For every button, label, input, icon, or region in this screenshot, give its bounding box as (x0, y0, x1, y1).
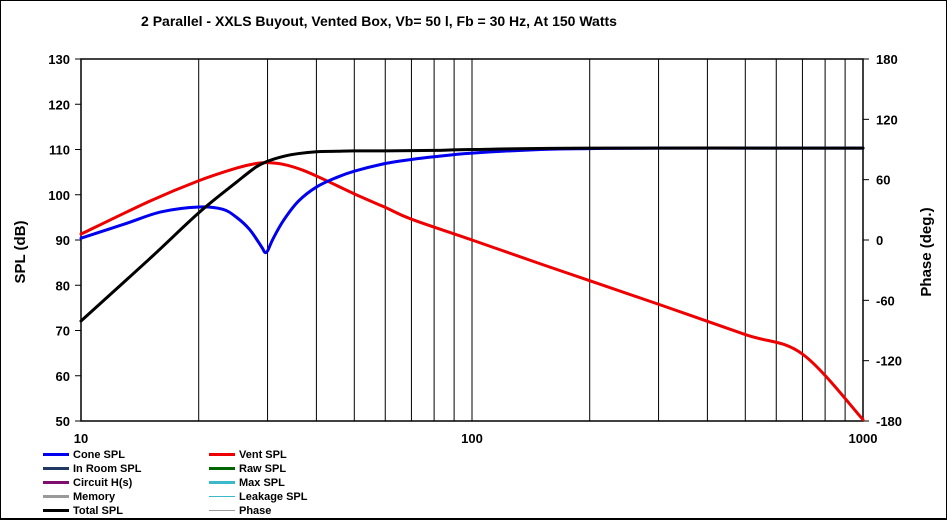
legend-item-phase: Phase (209, 504, 271, 517)
legend-swatch (209, 510, 235, 511)
y2-tick-label: -60 (876, 293, 895, 308)
y2-tick-label: 0 (876, 233, 883, 248)
y-tick-label: 80 (56, 278, 70, 293)
legend-label: Total SPL (73, 504, 123, 517)
legend-swatch (209, 453, 235, 456)
y-axis-label: SPL (dB) (12, 220, 29, 283)
legend-label: Vent SPL (239, 448, 287, 461)
series-group (79, 146, 865, 422)
legend-item-max-spl: Max SPL (209, 476, 285, 489)
y-tick-label: 60 (56, 369, 70, 384)
legend-swatch (209, 481, 235, 484)
legend-swatch (209, 467, 235, 470)
legend-item-in-room-spl: In Room SPL (43, 462, 141, 475)
legend-item-memory: Memory (43, 490, 115, 503)
legend-item-cone-spl: Cone SPL (43, 448, 125, 461)
legend-item-vent-spl: Vent SPL (209, 448, 287, 461)
legend-item-circuit-h-s: Circuit H(s) (43, 476, 132, 489)
legend-label: Max SPL (239, 476, 285, 489)
y-tick-label: 50 (56, 414, 70, 429)
grid (198, 59, 846, 421)
series-line-total-spl (79, 146, 865, 323)
tick-labels: 10 100 1000 130 120 110 100 90 80 70 60 50 180 120 60 0… (48, 52, 902, 446)
y2-tick-label: 180 (876, 52, 898, 67)
y-tick-label: 70 (56, 324, 70, 339)
y-tick-label: 90 (56, 233, 70, 248)
legend-item-leakage-spl: Leakage SPL (209, 490, 307, 503)
legend-label: Leakage SPL (239, 490, 308, 503)
legend-label: Raw SPL (239, 462, 287, 475)
legend-item-total-spl: Total SPL (43, 504, 123, 517)
x-tick-label: 10 (74, 431, 88, 446)
legend-label: In Room SPL (73, 462, 142, 475)
y2-tick-label: 60 (876, 173, 890, 188)
y2-tick-label: -120 (876, 354, 902, 369)
legend-swatch (43, 481, 69, 484)
y-tick-label: 130 (48, 52, 70, 67)
y-tick-label: 120 (48, 97, 70, 112)
y-tick-label: 100 (48, 188, 70, 203)
legend-label: Phase (239, 504, 272, 517)
x-tick-label: 1000 (849, 431, 878, 446)
legend-swatch (209, 496, 235, 497)
legend-swatch (43, 453, 69, 456)
legend-item-raw-spl: Raw SPL (209, 462, 286, 475)
legend-label: Cone SPL (73, 448, 125, 461)
series-line-vent-spl (79, 161, 865, 422)
chart-title: 2 Parallel - XXLS Buyout, Vented Box, Vb… (141, 13, 617, 29)
legend-swatch (43, 467, 69, 470)
legend-label: Circuit H(s) (73, 476, 133, 489)
y2-axis-label: Phase (deg.) (918, 207, 935, 296)
legend-swatch (43, 495, 69, 498)
x-tick-label: 100 (461, 431, 483, 446)
y2-tick-label: -180 (876, 414, 902, 429)
y2-tick-label: 120 (876, 112, 898, 127)
legend-swatch (43, 509, 69, 512)
y-tick-label: 110 (49, 143, 70, 158)
legend-label: Memory (73, 490, 116, 503)
